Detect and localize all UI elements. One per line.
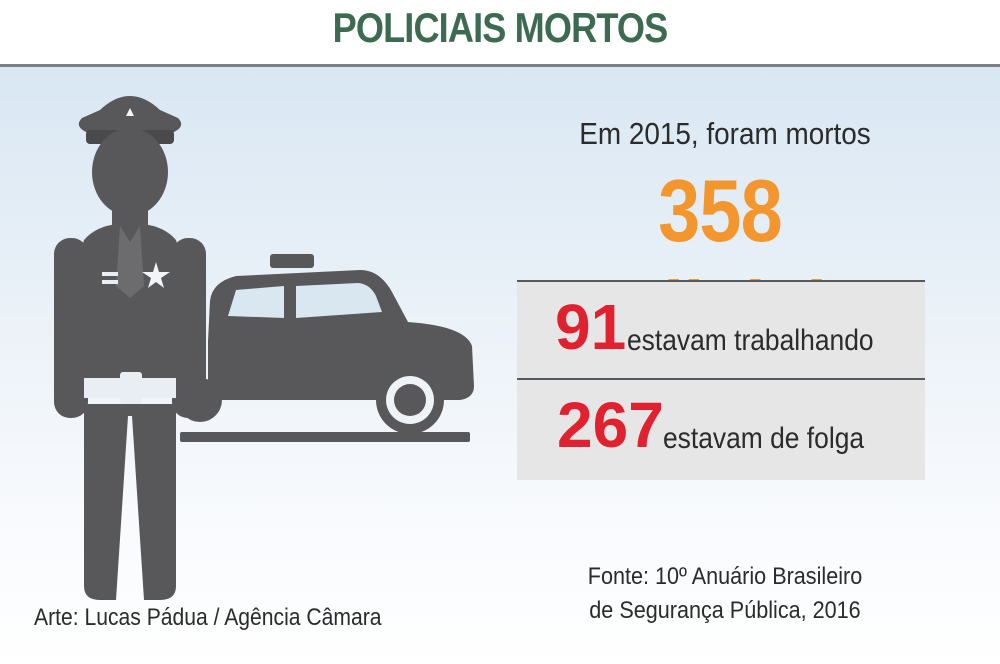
stat-value: 267 bbox=[557, 389, 664, 461]
police-illustration bbox=[54, 96, 474, 600]
art-credit: Arte: Lucas Pádua / Agência Câmara bbox=[34, 604, 382, 631]
source-citation: Fonte: 10º Anuário Brasileiro de Seguran… bbox=[577, 560, 874, 628]
police-car-icon bbox=[178, 254, 474, 442]
source-line-1: Fonte: 10º Anuário Brasileiro bbox=[587, 563, 863, 590]
stat-row-off-duty: 267 estavam de folga bbox=[517, 380, 925, 476]
page-title: POLICIAIS MORTOS bbox=[332, 4, 669, 51]
stats-divider-top bbox=[517, 280, 925, 282]
stat-value: 91 bbox=[555, 291, 627, 363]
title-divider bbox=[0, 64, 1000, 67]
stat-row-working: 91 estavam trabalhando bbox=[517, 282, 925, 378]
stat-label: estavam de folga bbox=[663, 422, 865, 455]
stats-box: 91 estavam trabalhando 267 estavam de fo… bbox=[517, 280, 925, 480]
intro-text: Em 2015, foram mortos bbox=[579, 116, 871, 151]
stat-label: estavam trabalhando bbox=[627, 324, 874, 357]
police-officer-icon bbox=[54, 96, 206, 600]
badge-star-icon bbox=[126, 108, 170, 288]
stats-divider-middle bbox=[517, 378, 925, 380]
source-line-2: de Segurança Pública, 2016 bbox=[589, 597, 861, 624]
